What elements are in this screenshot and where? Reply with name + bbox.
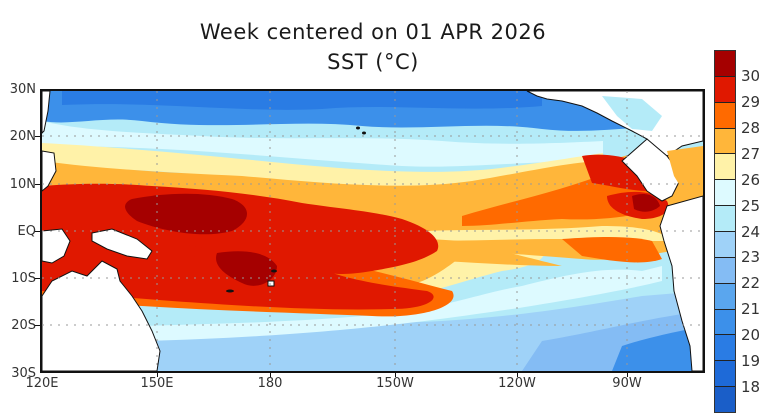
x-label-150e: 150E [140, 376, 174, 391]
colorbar-swatch [715, 361, 735, 388]
y-tick [35, 136, 41, 137]
colorbar-label: 29 [741, 92, 761, 111]
colorbar-label: 22 [741, 274, 761, 293]
y-label-20s: 20S [11, 318, 36, 333]
y-tick [35, 325, 41, 326]
colorbar-label: 28 [741, 118, 761, 137]
colorbar-label: 27 [741, 144, 761, 163]
colorbar-swatch [715, 283, 735, 310]
chart-title: Week centered on 01 APR 2026 [199, 20, 547, 44]
y-tick [35, 278, 41, 279]
x-tick [627, 372, 628, 377]
y-label-20n: 20N [9, 129, 36, 144]
colorbar-swatch [715, 51, 735, 77]
colorbar-label: 19 [741, 352, 761, 371]
x-tick [517, 372, 518, 377]
colorbar-swatch [715, 309, 735, 336]
colorbar-label: 20 [741, 326, 761, 345]
x-label-120w: 120W [498, 376, 536, 391]
colorbar-label: 18 [741, 378, 761, 397]
colorbar-label: 23 [741, 248, 761, 267]
x-tick [270, 372, 271, 377]
colorbar-label: 25 [741, 196, 761, 215]
colorbar-swatch [715, 387, 735, 413]
y-label-30n: 30N [9, 82, 36, 97]
y-tick [35, 184, 41, 185]
x-tick [395, 372, 396, 377]
colorbar-swatch [715, 206, 735, 233]
colorbar-label: 24 [741, 222, 761, 241]
x-label-90w: 90W [612, 376, 642, 391]
x-tick [157, 372, 158, 377]
chart-subtitle: SST (°C) [327, 50, 419, 74]
colorbar-label: 26 [741, 170, 761, 189]
y-label-10s: 10S [11, 271, 36, 286]
colorbar [714, 50, 736, 413]
colorbar-swatch [715, 257, 735, 284]
colorbar-swatch [715, 102, 735, 129]
y-tick [35, 231, 41, 232]
colorbar-label: 21 [741, 300, 761, 319]
colorbar-swatch [715, 180, 735, 207]
y-label-30s: 30S [11, 366, 36, 381]
y-label-eq: EQ [17, 224, 36, 239]
sst-field [42, 91, 703, 371]
colorbar-swatch [715, 335, 735, 362]
colorbar-swatch [715, 232, 735, 258]
colorbar-swatch [715, 76, 735, 103]
sst-map [40, 89, 705, 373]
x-label-180: 180 [257, 376, 283, 391]
y-label-10n: 10N [9, 177, 36, 192]
colorbar-swatch [715, 154, 735, 181]
x-label-120e: 120E [25, 376, 59, 391]
colorbar-label: 30 [741, 66, 761, 85]
colorbar-swatch [715, 128, 735, 155]
x-label-150w: 150W [376, 376, 414, 391]
